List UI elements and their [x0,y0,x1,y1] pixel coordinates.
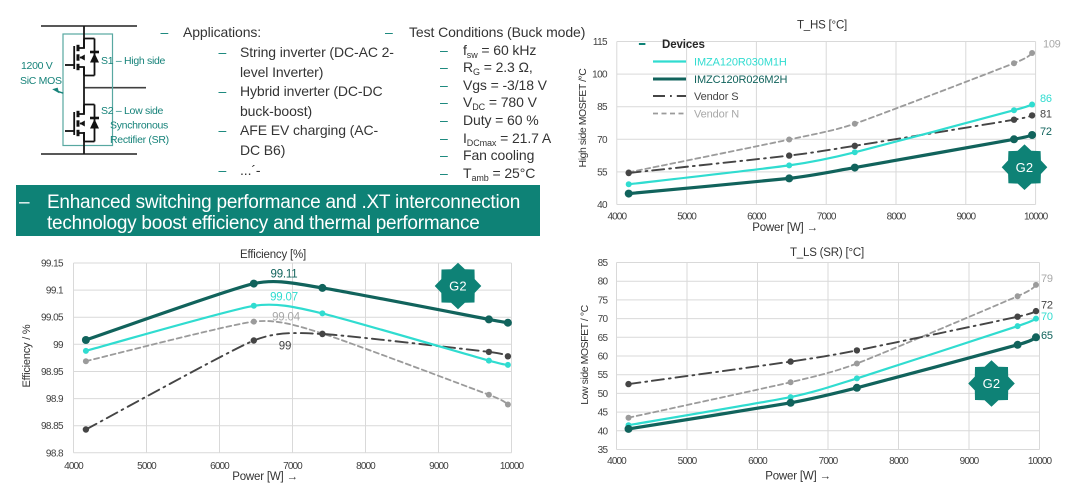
svg-text:99.15: 99.15 [41,259,64,270]
svg-text:Vendor N: Vendor N [694,109,739,121]
svg-text:10000: 10000 [1024,212,1049,223]
svg-text:7000: 7000 [283,461,303,472]
svg-text:4000: 4000 [64,461,84,472]
svg-text:6000: 6000 [210,461,230,472]
svg-text:Rectifier (SR): Rectifier (SR) [110,134,169,146]
svg-text:50: 50 [598,389,609,400]
svg-text:98.9: 98.9 [46,394,64,405]
svg-text:Vendor S: Vendor S [694,91,738,103]
svg-text:80: 80 [598,277,609,288]
svg-text:8000: 8000 [887,212,907,223]
svg-text:6000: 6000 [747,212,767,223]
svg-text:1200 V: 1200 V [21,60,53,72]
svg-text:8000: 8000 [356,461,376,472]
svg-text:4000: 4000 [607,212,627,223]
svg-text:99.11: 99.11 [271,269,298,281]
svg-text:5000: 5000 [678,456,698,467]
svg-text:Power [W] →: Power [W] → [765,471,831,483]
svg-text:8000: 8000 [889,456,909,467]
svg-text:35: 35 [598,445,609,456]
svg-text:45: 45 [598,408,609,419]
svg-text:7000: 7000 [819,456,839,467]
svg-text:85: 85 [598,258,609,269]
svg-text:99.1: 99.1 [46,286,64,297]
svg-text:G2: G2 [1016,160,1034,175]
svg-text:5000: 5000 [677,212,697,223]
svg-text:7000: 7000 [817,212,837,223]
svg-text:Devices: Devices [662,39,705,51]
svg-text:SiC MOS: SiC MOS [20,75,62,87]
svg-text:S1 – High side: S1 – High side [101,55,166,67]
svg-text:10000: 10000 [500,461,525,472]
svg-text:9000: 9000 [429,461,449,472]
svg-text:4000: 4000 [607,456,627,467]
svg-text:Power [W] →: Power [W] → [752,222,818,234]
svg-text:T_HS [°C]: T_HS [°C] [797,20,847,32]
svg-text:High side MOSFET /°C: High side MOSFET /°C [577,68,589,168]
svg-text:9000: 9000 [956,212,976,223]
svg-text:9000: 9000 [960,456,980,467]
svg-text:70: 70 [598,314,609,325]
svg-text:86: 86 [1040,93,1052,105]
svg-text:100: 100 [592,70,608,81]
svg-text:55: 55 [598,370,609,381]
svg-text:S2 – Low side: S2 – Low side [101,105,164,117]
svg-text:65: 65 [598,333,609,344]
svg-text:40: 40 [598,426,609,437]
svg-text:70: 70 [597,135,608,146]
svg-text:99.05: 99.05 [41,313,64,324]
svg-text:72: 72 [1040,126,1052,138]
svg-text:99: 99 [53,340,64,351]
svg-text:55: 55 [597,167,608,178]
svg-text:Efficiency [%]: Efficiency [%] [240,249,306,261]
svg-text:99.04: 99.04 [272,312,301,324]
svg-text:115: 115 [593,37,608,48]
svg-text:10000: 10000 [1028,456,1053,467]
svg-text:40: 40 [597,200,608,211]
svg-text:98.95: 98.95 [41,367,64,378]
svg-text:G2: G2 [983,376,1001,391]
svg-text:98.85: 98.85 [41,421,64,432]
svg-text:Efficiency / %: Efficiency / % [21,324,33,387]
svg-text:85: 85 [597,102,608,113]
svg-text:G2: G2 [449,279,467,294]
svg-text:99.07: 99.07 [270,292,298,304]
svg-text:72: 72 [1041,300,1053,312]
svg-text:Low side MOSFET / °C: Low side MOSFET / °C [579,304,591,404]
svg-text:IMZC120R026M2H: IMZC120R026M2H [694,74,788,86]
svg-text:79: 79 [1041,273,1053,285]
svg-text:T_LS (SR) [°C]: T_LS (SR) [°C] [790,247,864,259]
svg-text:Synchronous: Synchronous [110,120,168,132]
svg-text:65: 65 [1041,330,1053,342]
svg-text:109: 109 [1043,39,1061,51]
svg-text:Power [W] →: Power [W] → [232,471,298,483]
svg-text:75: 75 [598,295,609,306]
svg-text:98.8: 98.8 [46,448,64,459]
svg-text:81: 81 [1040,109,1052,121]
svg-text:5000: 5000 [137,461,157,472]
svg-text:70: 70 [1041,311,1053,323]
svg-text:IMZA120R030M1H: IMZA120R030M1H [694,57,787,69]
svg-text:60: 60 [598,352,609,363]
svg-text:99: 99 [279,341,291,353]
svg-text:6000: 6000 [748,456,768,467]
